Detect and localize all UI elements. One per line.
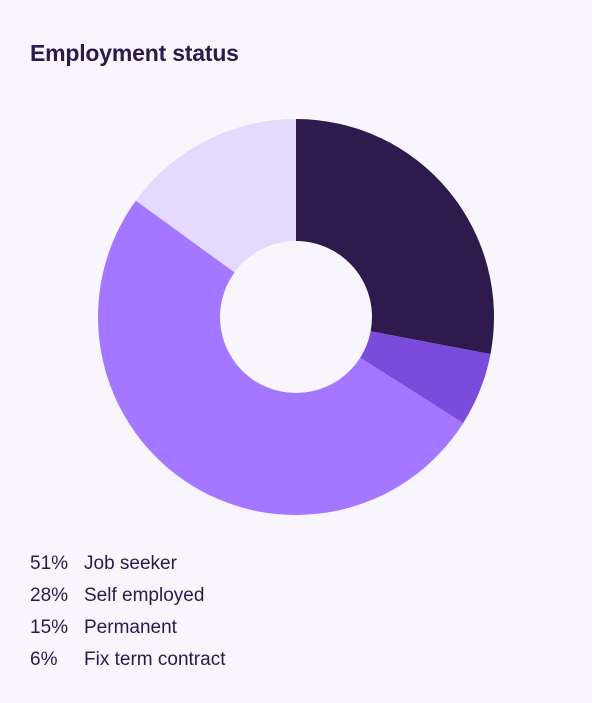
donut-slice-fix-term-contract: [360, 331, 491, 424]
legend-label: Job seeker: [84, 553, 177, 574]
donut-chart: [98, 119, 495, 515]
legend-item-self-employed: 28% Self employed: [30, 580, 225, 612]
donut-slice-permanent: [135, 119, 296, 273]
legend-label: Permanent: [84, 617, 177, 638]
legend-percent: 28%: [30, 585, 69, 606]
legend-label: Self employed: [84, 585, 205, 606]
legend-percent: 6%: [30, 649, 58, 670]
legend-label: Fix term contract: [84, 649, 226, 670]
chart-legend: 51% Job seeker 28% Self employed 15% Per…: [30, 548, 225, 676]
legend-percent: 51%: [30, 553, 69, 574]
legend-percent: 15%: [30, 617, 69, 638]
legend-item-job-seeker: 51% Job seeker: [30, 548, 225, 580]
donut-slice-job-seeker: [98, 200, 464, 515]
donut-slice-self-employed: [296, 119, 495, 355]
legend-item-permanent: 15% Permanent: [30, 612, 225, 644]
legend-item-fix-term-contract: 6% Fix term contract: [30, 644, 225, 676]
chart-title: Employment status: [30, 40, 239, 66]
